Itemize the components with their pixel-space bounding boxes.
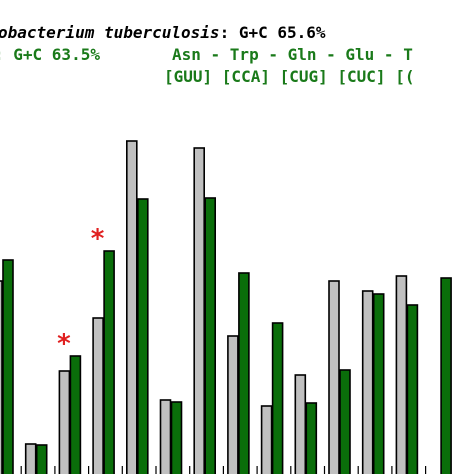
bar-series-2-cat-2	[35, 444, 48, 474]
bar-series-1-cat-13	[395, 275, 408, 474]
bar-series-2-cat-9	[271, 322, 284, 474]
title-line-2: : G+C 63.5% Asn - Trp - Gln - Glu - T	[0, 45, 413, 64]
annotations-group: **	[57, 224, 105, 359]
bar-series-1-cat-3	[58, 370, 71, 474]
bar-series-1-cat-11	[328, 280, 340, 474]
bar-series-2-cat-10	[305, 402, 318, 474]
bar-series-1-cat-9	[260, 405, 273, 474]
bar-series-1-cat-2	[24, 443, 37, 474]
bar-series-2-cat-11	[339, 369, 351, 474]
bar-series-1-cat-1	[0, 280, 3, 474]
bar-series-2-cat-7	[204, 197, 216, 474]
bar-series-1-cat-8	[227, 335, 239, 474]
bar-series-2-cat-6	[170, 401, 183, 474]
bar-series-2-cat-5	[137, 198, 149, 474]
bar-series-2-cat-4	[103, 250, 115, 474]
bar-series-2-cat-12	[372, 293, 385, 474]
bar-series-2-cat-1	[2, 259, 14, 474]
species-name: obacterium tuberculosis	[0, 23, 220, 42]
title-line-1: obacterium tuberculosis: G+C 65.6%	[0, 23, 326, 42]
bar-series-1-cat-7	[193, 147, 205, 474]
bar-series-1-cat-4	[92, 317, 104, 474]
bar-series-1-cat-12	[361, 290, 374, 474]
bars-group	[0, 140, 452, 474]
bar-series-2-cat-14	[440, 277, 452, 474]
gc-content-label: : G+C 63.5%	[0, 45, 100, 64]
significance-star: *	[57, 329, 71, 359]
x-axis-ticks	[20, 466, 427, 474]
bar-series-1-cat-10	[294, 374, 307, 474]
amino-acid-sequence: Asn - Trp - Gln - Glu - T	[172, 45, 413, 64]
bar-series-1-cat-6	[159, 399, 172, 474]
significance-star: *	[91, 224, 105, 254]
bar-series-2-cat-13	[406, 304, 419, 474]
species-gc: : G+C 65.6%	[220, 23, 326, 42]
bar-series-2-cat-8	[238, 272, 250, 474]
bar-series-1-cat-5	[126, 140, 138, 474]
codon-sequence: [GUU] [CCA] [CUG] [CUC] [(	[164, 67, 414, 86]
bar-series-2-cat-3	[69, 355, 82, 474]
